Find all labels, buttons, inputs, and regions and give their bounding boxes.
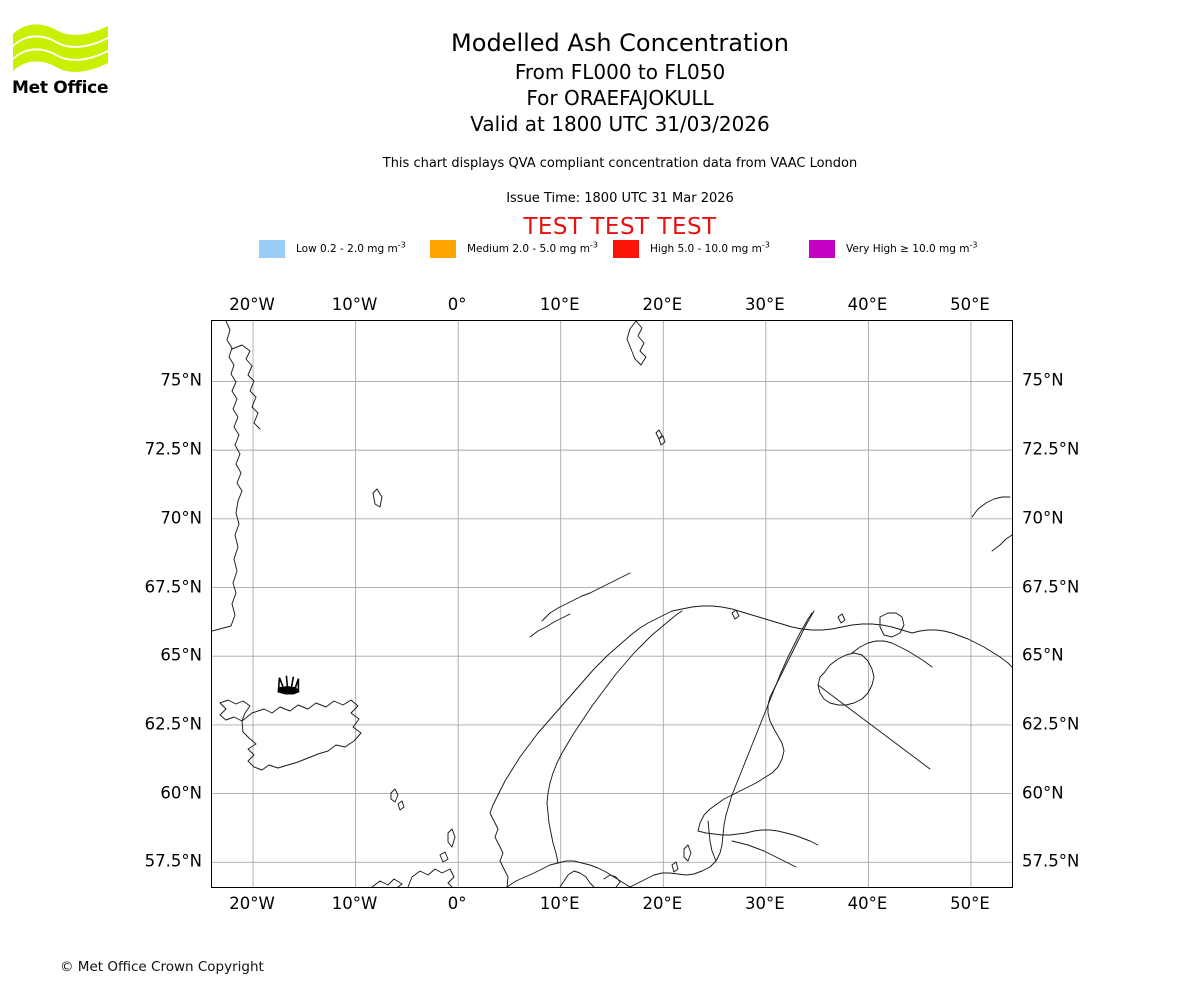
legend-item-low: Low 0.2 - 2.0 mg m-3 bbox=[259, 239, 406, 259]
map-container bbox=[211, 320, 1013, 888]
tick-label-lon-bottom: 40°E bbox=[847, 894, 888, 913]
volcano-marker-icon bbox=[277, 675, 300, 695]
coastlines bbox=[212, 321, 1012, 887]
valid-time-subtitle: Valid at 1800 UTC 31/03/2026 bbox=[470, 112, 770, 136]
tick-label-lon-top: 40°E bbox=[847, 295, 888, 314]
volcano-subtitle: For ORAEFAJOKULL bbox=[526, 86, 714, 110]
tick-label-lon-bottom: 30°E bbox=[745, 894, 785, 913]
flight-level-subtitle: From FL000 to FL050 bbox=[514, 60, 726, 84]
legend-label-very-high: Very High ≥ 10.0 mg m-3 bbox=[846, 240, 978, 255]
finland-coastline bbox=[697, 610, 815, 832]
tick-label-lat-right: 72.5°N bbox=[1022, 439, 1080, 459]
tick-label-lat-left: 57.5°N bbox=[144, 851, 202, 871]
legend-item-very-high: Very High ≥ 10.0 mg m-3 bbox=[809, 239, 977, 259]
chart-title-block: Modelled Ash Concentration From FL000 to… bbox=[150, 28, 1090, 137]
tick-label-lon-bottom: 10°W bbox=[331, 894, 378, 913]
graticule-gridlines bbox=[212, 321, 1012, 887]
tick-label-lat-right: 75°N bbox=[1022, 370, 1064, 390]
tick-label-lat-left: 72.5°N bbox=[144, 439, 202, 459]
legend-swatch-very-high bbox=[809, 240, 835, 258]
tick-label-lon-bottom: 0° bbox=[447, 894, 467, 913]
legend-swatch-low bbox=[259, 240, 285, 258]
tick-label-lat-right: 70°N bbox=[1022, 508, 1064, 528]
volcano-sides bbox=[277, 677, 300, 692]
legend-swatch-medium bbox=[430, 240, 456, 258]
met-office-logo: Met Office bbox=[12, 20, 142, 98]
tick-label-lat-left: 70°N bbox=[160, 508, 202, 528]
map-canvas bbox=[212, 321, 1012, 887]
concentration-legend: Low 0.2 - 2.0 mg m-3 Medium 2.0 - 5.0 mg … bbox=[211, 239, 1013, 263]
tick-label-lon-top: 10°E bbox=[539, 295, 580, 314]
met-office-wave-logo-icon bbox=[13, 24, 108, 72]
map-plot-area bbox=[211, 320, 1013, 888]
legend-item-high: High 5.0 - 10.0 mg m-3 bbox=[613, 239, 770, 259]
tick-label-lon-top: 0° bbox=[447, 295, 467, 314]
tick-label-lon-top: 20°E bbox=[642, 295, 683, 314]
russia-coastline bbox=[671, 496, 1012, 770]
norway-coastline bbox=[489, 572, 683, 887]
legend-item-medium: Medium 2.0 - 5.0 mg m-3 bbox=[430, 239, 598, 259]
issue-time: Issue Time: 1800 UTC 31 Mar 2026 bbox=[506, 191, 734, 206]
tick-label-lon-bottom: 10°E bbox=[539, 894, 580, 913]
tick-label-lon-top: 20°W bbox=[229, 295, 275, 314]
tick-label-lat-left: 65°N bbox=[160, 645, 202, 665]
qva-caption: This chart displays QVA compliant concen… bbox=[382, 156, 858, 171]
tick-label-lat-right: 62.5°N bbox=[1022, 714, 1080, 734]
tick-label-lon-top: 10°W bbox=[331, 295, 378, 314]
tick-label-lon-top: 30°E bbox=[745, 295, 785, 314]
legend-label-high: High 5.0 - 10.0 mg m-3 bbox=[650, 240, 770, 255]
test-banner: TEST TEST TEST bbox=[523, 214, 717, 240]
tick-label-lat-left: 67.5°N bbox=[144, 577, 202, 596]
legend-label-low: Low 0.2 - 2.0 mg m-3 bbox=[296, 240, 406, 255]
tick-label-lon-bottom: 20°W bbox=[229, 894, 275, 913]
tick-label-lat-left: 62.5°N bbox=[144, 714, 202, 734]
tick-label-lon-top: 50°E bbox=[950, 295, 990, 314]
tick-label-lon-bottom: 20°E bbox=[642, 894, 683, 913]
volcano-base bbox=[277, 685, 300, 695]
legend-label-medium: Medium 2.0 - 5.0 mg m-3 bbox=[467, 240, 598, 255]
tick-label-lat-right: 60°N bbox=[1022, 783, 1064, 803]
tick-label-lat-left: 60°N bbox=[160, 783, 202, 803]
page-title: Modelled Ash Concentration bbox=[451, 29, 789, 57]
iceland-coastline bbox=[219, 699, 362, 771]
copyright-notice: © Met Office Crown Copyright bbox=[60, 959, 264, 975]
tick-label-lat-right: 57.5°N bbox=[1022, 851, 1080, 871]
brand-name: Met Office bbox=[12, 78, 109, 98]
tick-label-lon-bottom: 50°E bbox=[950, 894, 990, 913]
legend-swatch-high bbox=[613, 240, 639, 258]
tick-label-lat-right: 67.5°N bbox=[1022, 577, 1080, 596]
tick-label-lat-right: 65°N bbox=[1022, 645, 1064, 665]
sweden-coastline bbox=[629, 612, 813, 887]
tick-label-lat-left: 75°N bbox=[160, 370, 202, 390]
